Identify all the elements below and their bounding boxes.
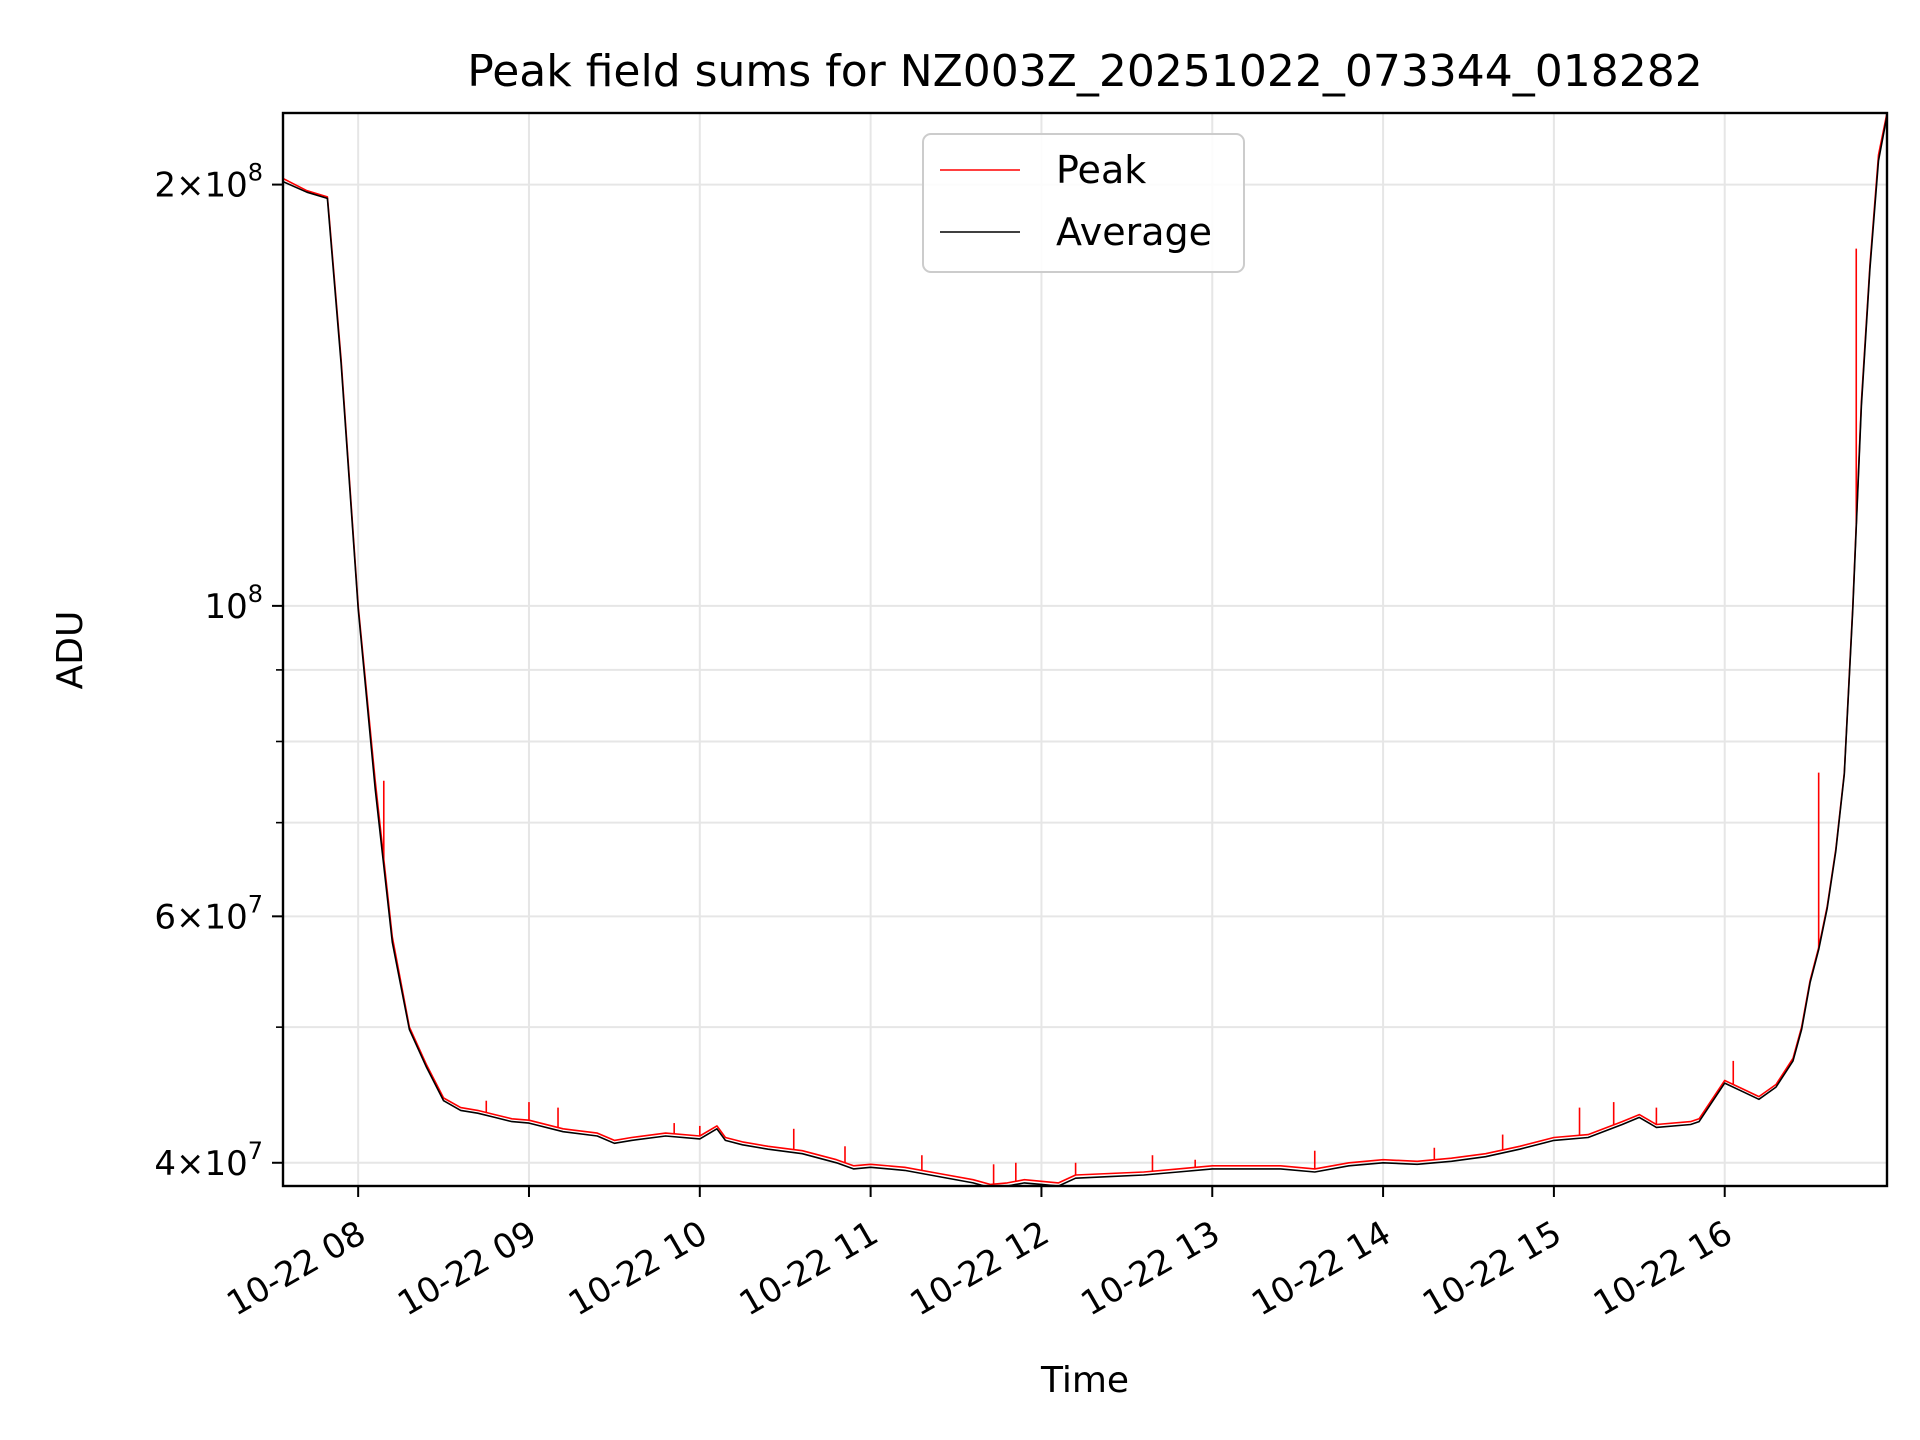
legend-average-label: Average <box>1056 210 1212 254</box>
y-tick-label: 6×107 <box>154 890 263 937</box>
legend-box <box>922 133 1245 273</box>
x-axis-label: Time <box>1040 1360 1129 1401</box>
grid <box>283 113 1887 1186</box>
average-series-line <box>283 115 1887 1186</box>
plot-frame <box>281 111 1889 1188</box>
y-tick-label: 108 <box>204 580 263 627</box>
legend: Peak Average <box>922 133 1245 273</box>
y-axis-label: ADU <box>50 611 91 690</box>
chart-title: Peak field sums for NZ003Z_20251022_0733… <box>467 46 1703 97</box>
peak-series-line <box>283 113 1887 1186</box>
y-tick-label: 2×108 <box>154 159 263 206</box>
y-tick-label: 4×107 <box>154 1137 263 1184</box>
series-lines <box>283 113 1887 1186</box>
legend-peak-label: Peak <box>1056 148 1146 192</box>
